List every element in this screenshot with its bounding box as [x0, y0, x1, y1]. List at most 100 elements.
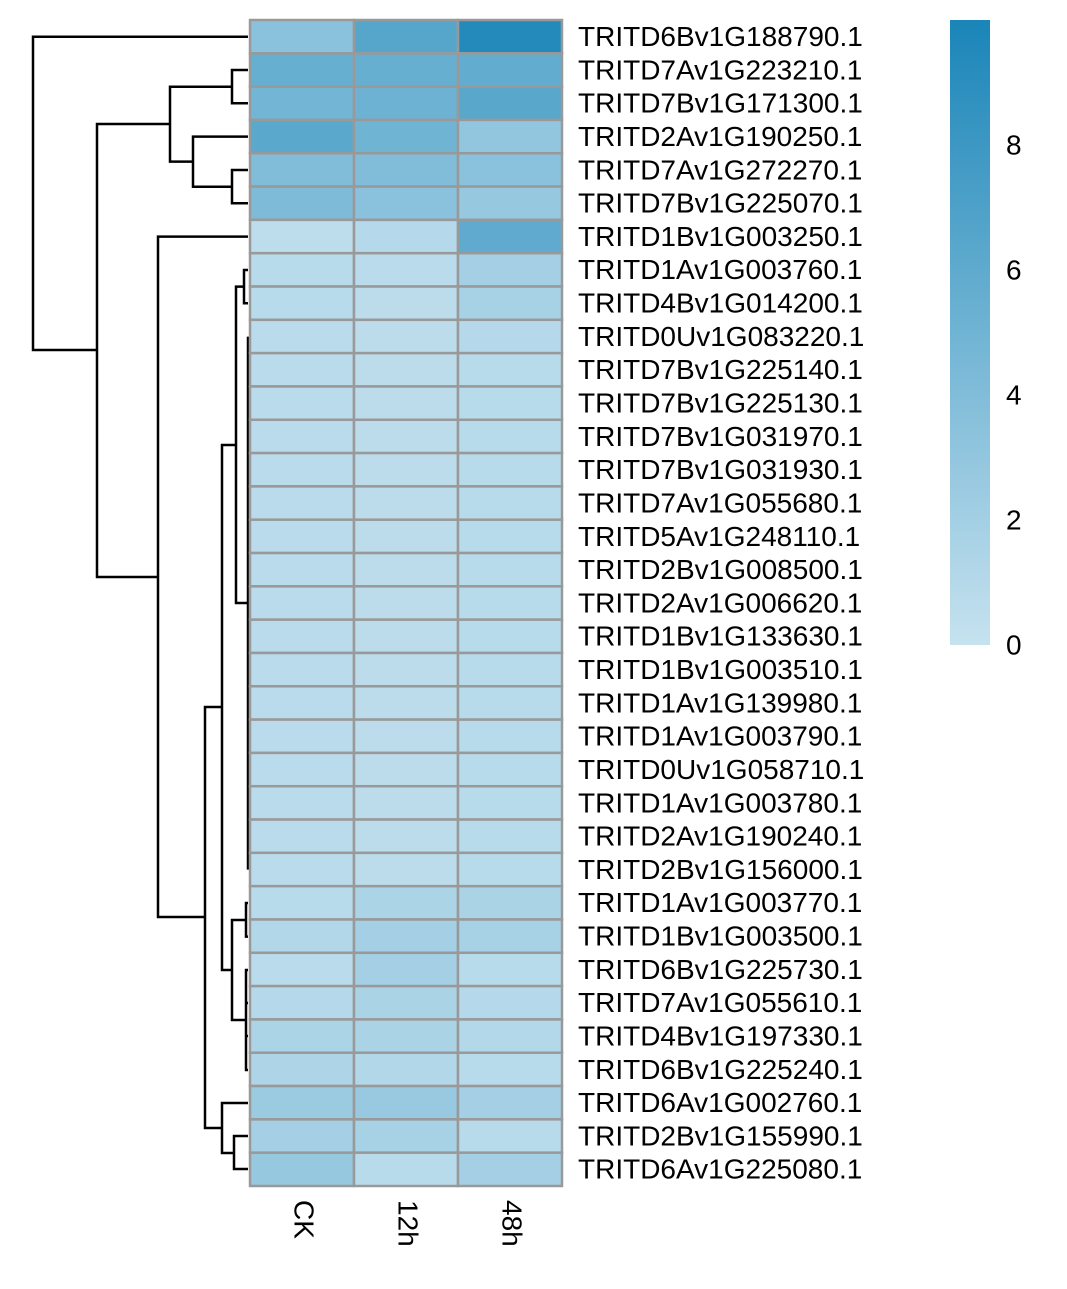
row-label: TRITD1Av1G003780.1	[578, 787, 862, 818]
row-label: TRITD7Av1G223210.1	[578, 54, 862, 85]
cell	[352, 18, 460, 55]
cell	[248, 1084, 356, 1121]
row-label: TRITD7Bv1G031970.1	[578, 421, 863, 452]
row-label: TRITD6Bv1G225240.1	[578, 1054, 863, 1085]
cell	[248, 318, 356, 355]
cell	[456, 118, 564, 155]
cell	[352, 251, 460, 288]
cell	[352, 685, 460, 721]
cell	[248, 1118, 356, 1154]
cell	[352, 1018, 460, 1054]
cell	[248, 718, 356, 755]
row-label: TRITD1Bv1G133630.1	[578, 621, 863, 652]
row-label: TRITD6Av1G002760.1	[578, 1087, 862, 1118]
cell	[456, 884, 564, 921]
cell	[352, 152, 460, 188]
cell	[456, 1118, 564, 1154]
cell	[352, 718, 460, 755]
row-label: TRITD7Av1G272270.1	[578, 154, 862, 185]
cell	[248, 118, 356, 155]
cell	[456, 85, 564, 122]
cell	[248, 951, 356, 988]
cell	[248, 851, 356, 888]
cell	[248, 618, 356, 655]
cell	[456, 185, 564, 222]
cell	[352, 118, 460, 155]
cell	[248, 152, 356, 188]
cell	[456, 618, 564, 655]
cell	[456, 1084, 564, 1121]
row-label: TRITD6Av1G225080.1	[578, 1154, 862, 1185]
column-label: 12h	[393, 1200, 424, 1247]
cell	[248, 351, 356, 388]
cell	[456, 485, 564, 521]
cell	[248, 518, 356, 555]
cell	[456, 818, 564, 855]
row-label: TRITD6Bv1G188790.1	[578, 21, 863, 52]
cell	[352, 651, 460, 688]
cell	[248, 418, 356, 455]
cell	[248, 385, 356, 422]
row-label: TRITD2Bv1G156000.1	[578, 854, 863, 885]
row-label: TRITD1Bv1G003500.1	[578, 921, 863, 952]
cell	[248, 585, 356, 621]
cell	[248, 251, 356, 288]
row-label: TRITD7Av1G055610.1	[578, 987, 862, 1018]
cell	[456, 718, 564, 755]
cell	[248, 451, 356, 488]
cell	[248, 285, 356, 322]
cell	[248, 485, 356, 521]
cell	[352, 984, 460, 1021]
column-label: CK	[289, 1200, 320, 1239]
cell	[352, 1151, 460, 1188]
cell	[352, 884, 460, 921]
row-label: TRITD7Bv1G225070.1	[578, 188, 863, 219]
row-label: TRITD0Uv1G083220.1	[578, 321, 864, 352]
row-label: TRITD6Bv1G225730.1	[578, 954, 863, 985]
colorbar-tick-label: 4	[1006, 379, 1022, 410]
cell	[352, 1051, 460, 1088]
row-label: TRITD7Bv1G225130.1	[578, 388, 863, 419]
cell	[248, 784, 356, 821]
row-label: TRITD2Bv1G008500.1	[578, 554, 863, 585]
cell	[352, 951, 460, 988]
colorbar-tick-label: 2	[1006, 504, 1022, 535]
cell	[352, 784, 460, 821]
row-label: TRITD2Bv1G155990.1	[578, 1120, 863, 1151]
colorbar-tick-label: 6	[1006, 254, 1022, 285]
cell	[248, 551, 356, 588]
cell	[456, 18, 564, 55]
cell	[248, 1151, 356, 1188]
cell	[456, 351, 564, 388]
cell	[248, 685, 356, 721]
cell	[456, 851, 564, 888]
row-label: TRITD1Av1G003790.1	[578, 721, 862, 752]
colorbar-tick-label: 0	[1006, 629, 1022, 660]
cell	[352, 1084, 460, 1121]
cell	[456, 1018, 564, 1054]
row-label: TRITD1Bv1G003510.1	[578, 654, 863, 685]
cell	[352, 385, 460, 422]
cell	[456, 551, 564, 588]
cell	[248, 984, 356, 1021]
cell	[352, 518, 460, 555]
cell	[456, 285, 564, 322]
column-label: 48h	[497, 1200, 528, 1247]
row-label: TRITD2Av1G006620.1	[578, 587, 862, 618]
row-label: TRITD0Uv1G058710.1	[578, 754, 864, 785]
cell	[352, 585, 460, 621]
row-label: TRITD7Bv1G031930.1	[578, 454, 863, 485]
cell	[248, 651, 356, 688]
cell	[352, 52, 460, 88]
colorbar-tick-label: 8	[1006, 129, 1022, 160]
dendrogram	[31, 35, 250, 1171]
colorbar	[950, 20, 990, 645]
cell	[456, 385, 564, 422]
cell	[352, 751, 460, 788]
cell	[456, 685, 564, 721]
cell	[352, 1118, 460, 1154]
row-label: TRITD4Bv1G197330.1	[578, 1020, 863, 1051]
row-label: TRITD1Av1G139980.1	[578, 687, 862, 718]
cell	[456, 984, 564, 1021]
